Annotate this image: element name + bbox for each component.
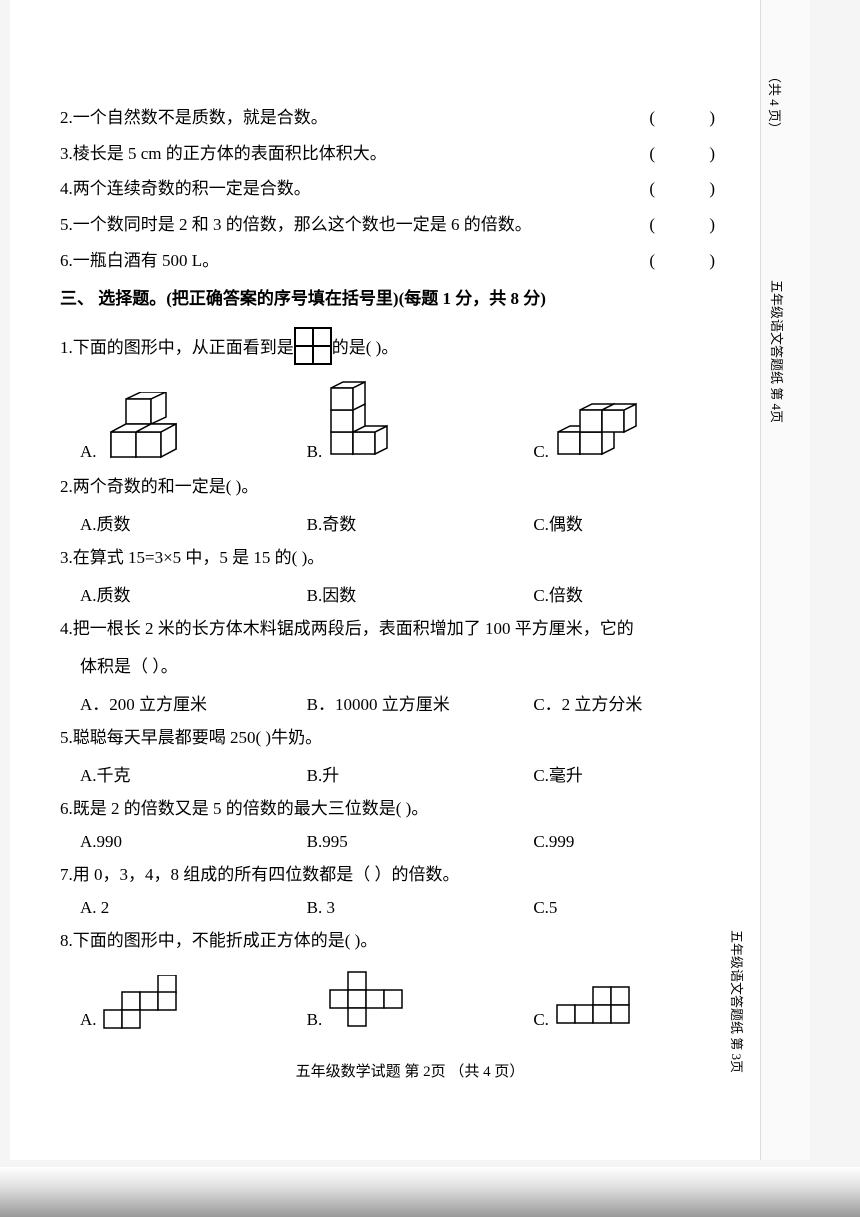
mc-q4-options: A．200 立方厘米 B．10000 立方厘米 C．2 立方分米 (80, 690, 760, 715)
mc-q2-options: A.质数 B.奇数 C.偶数 (80, 510, 760, 535)
mc-q7-c: C.5 (533, 898, 760, 918)
opt-b-label: B. (307, 1010, 323, 1030)
net-b-icon (326, 970, 406, 1030)
cube-shape-a-icon (101, 392, 191, 462)
mc-q8-opt-a: A. (80, 975, 307, 1030)
mc-q8-opt-b: B. (307, 970, 534, 1030)
mc-q7-b: B. 3 (307, 898, 534, 918)
mc-q3-a: A.质数 (80, 581, 307, 606)
mc-q4-c: C．2 立方分米 (533, 690, 760, 715)
exam-page: （共 4 页） 五年级语文答题纸 第 4页 五年级语文答题纸 第 3页 2.一个… (10, 0, 810, 1160)
opt-b-label: B. (307, 442, 323, 462)
page-footer: 五年级数学试题 第 2页 （共 4 页） (60, 1060, 760, 1081)
judge-paren: ( ) (649, 100, 740, 136)
mc-q3-c: C.倍数 (533, 581, 760, 606)
mc-q5-a: A.千克 (80, 761, 307, 786)
mc-q2-a: A.质数 (80, 510, 307, 535)
judge-paren: ( ) (649, 207, 740, 243)
side-page-label-4: 五年级语文答题纸 第 4页 (768, 280, 787, 423)
mc-q4-line1: 4.把一根长 2 米的长方体木料锯成两段后，表面积增加了 100 平方厘米，它的 (60, 612, 760, 646)
mc-q5-b: B.升 (307, 761, 534, 786)
judge-q3: 3.棱长是 5 cm 的正方体的表面积比体积大。 ( ) (60, 136, 760, 172)
mc-q6-b: B.995 (307, 832, 534, 852)
opt-a-label: A. (80, 442, 97, 462)
mc-q2-b: B.奇数 (307, 510, 534, 535)
judge-q5: 5.一个数同时是 2 和 3 的倍数，那么这个数也一定是 6 的倍数。 ( ) (60, 207, 760, 243)
judge-q6: 6.一瓶白酒有 500 L。 ( ) (60, 243, 760, 279)
mc-q4-line2: 体积是（ ）。 (80, 650, 760, 684)
mc-q1-options: A. B. (80, 377, 760, 462)
mc-q1-opt-c: C. (533, 392, 760, 462)
mc-q7-options: A. 2 B. 3 C.5 (80, 898, 760, 918)
side-strip: （共 4 页） 五年级语文答题纸 第 4页 五年级语文答题纸 第 3页 (760, 0, 810, 1160)
cube-shape-c-icon (553, 392, 638, 462)
judge-q2: 2.一个自然数不是质数，就是合数。 ( ) (60, 100, 760, 136)
mc-q6: 6.既是 2 的倍数又是 5 的倍数的最大三位数是( )。 (60, 792, 760, 826)
mc-q3-b: B.因数 (307, 581, 534, 606)
mc-q7: 7.用 0，3，4，8 组成的所有四位数都是（ ）的倍数。 (60, 858, 760, 892)
mc-q5-c: C.毫升 (533, 761, 760, 786)
judge-paren: ( ) (649, 136, 740, 172)
mc-q8: 8.下面的图形中，不能折成正方体的是( )。 (60, 924, 760, 958)
mc-q6-a: A.990 (80, 832, 307, 852)
judge-q4-text: 4.两个连续奇数的积一定是合数。 (60, 171, 311, 207)
mc-q1: 1.下面的图形中，从正面看到是 的是( )。 (60, 327, 760, 365)
mc-q1-post: 的是( )。 (332, 331, 399, 365)
mc-q1-opt-a: A. (80, 392, 307, 462)
mc-q8-options: A. B. (80, 970, 760, 1030)
mc-q3: 3.在算式 15=3×5 中，5 是 15 的( )。 (60, 541, 760, 575)
mc-q2: 2.两个奇数的和一定是( )。 (60, 470, 760, 504)
mc-q6-options: A.990 B.995 C.999 (80, 832, 760, 852)
mc-q5-options: A.千克 B.升 C.毫升 (80, 761, 760, 786)
opt-c-label: C. (533, 442, 549, 462)
judge-q2-text: 2.一个自然数不是质数，就是合数。 (60, 100, 328, 136)
scan-shadow (0, 1167, 860, 1217)
mc-q1-opt-b: B. (307, 377, 534, 462)
judge-q3-text: 3.棱长是 5 cm 的正方体的表面积比体积大。 (60, 136, 387, 172)
mc-q5: 5.聪聪每天早晨都要喝 250( )牛奶。 (60, 721, 760, 755)
mc-q8-opt-c: C. (533, 985, 760, 1030)
mc-q2-c: C.偶数 (533, 510, 760, 535)
opt-a-label: A. (80, 1010, 97, 1030)
judge-q6-text: 6.一瓶白酒有 500 L。 (60, 243, 219, 279)
grid-2x2-icon (294, 327, 332, 365)
mc-q1-pre: 1.下面的图形中，从正面看到是 (60, 331, 294, 365)
mc-q6-c: C.999 (533, 832, 760, 852)
judge-q5-text: 5.一个数同时是 2 和 3 的倍数，那么这个数也一定是 6 的倍数。 (60, 207, 532, 243)
cube-shape-b-icon (326, 377, 406, 462)
opt-c-label: C. (533, 1010, 549, 1030)
side-page-label-3: 五年级语文答题纸 第 3页 (728, 930, 747, 1073)
mc-q3-options: A.质数 B.因数 C.倍数 (80, 581, 760, 606)
mc-q7-a: A. 2 (80, 898, 307, 918)
side-page-total: （共 4 页） (766, 70, 785, 135)
section-3-title: 三、 选择题。(把正确答案的序号填在括号里)(每题 1 分，共 8 分) (60, 284, 760, 309)
judge-q4: 4.两个连续奇数的积一定是合数。 ( ) (60, 171, 760, 207)
judge-paren: ( ) (649, 243, 740, 279)
net-a-icon (101, 975, 201, 1030)
judge-paren: ( ) (649, 171, 740, 207)
net-c-icon (553, 985, 653, 1030)
mc-q4-b: B．10000 立方厘米 (307, 690, 534, 715)
mc-q4-a: A．200 立方厘米 (80, 690, 307, 715)
